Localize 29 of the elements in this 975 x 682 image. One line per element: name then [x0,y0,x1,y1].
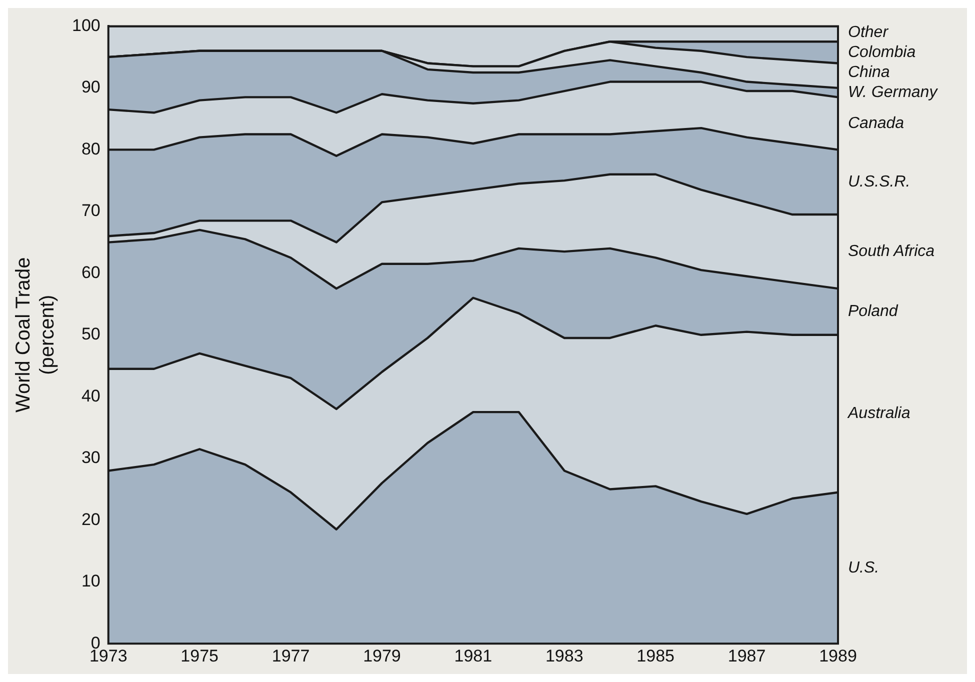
series-label: U.S.S.R. [848,174,910,191]
x-tick-label: 1985 [636,646,675,666]
series-label: U.S. [848,559,880,576]
x-tick-label: 1977 [272,646,310,666]
x-tick-label: 1979 [363,646,401,666]
x-tick-label: 1975 [180,646,218,666]
y-tick-label: 70 [81,201,100,220]
series-label: Other [848,24,889,41]
y-tick-label: 80 [81,139,100,158]
y-tick-label: 20 [81,510,100,529]
series-label: South Africa [848,243,935,260]
series-label: W. Germany [848,84,938,102]
y-tick-label: 90 [81,78,100,97]
x-tick-label: 1987 [728,646,766,666]
series-label: Poland [848,303,899,320]
series-label: China [848,64,890,82]
series-label: Canada [848,114,904,132]
y-tick-label: 10 [81,572,100,591]
y-tick-label: 30 [81,448,100,468]
y-axis-title: World Coal Trade (percent) [12,257,59,413]
y-tick-label: 100 [72,16,100,35]
x-tick-label: 1989 [819,646,857,666]
x-tick-label: 1983 [545,646,584,666]
x-tick-label: 1981 [454,646,492,666]
series-label: Australia [847,405,910,422]
y-tick-label: 50 [81,324,100,344]
y-tick-label: 40 [81,386,100,406]
series-label: Colombia [848,44,916,61]
y-tick-label: 60 [81,262,100,282]
